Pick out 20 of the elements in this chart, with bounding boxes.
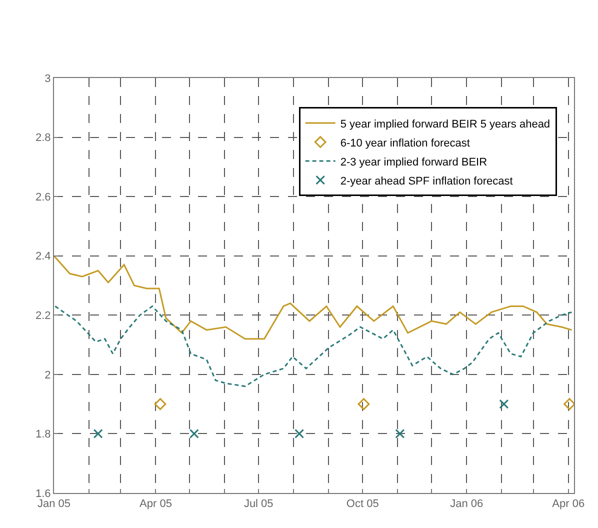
- line-series: [54, 255, 572, 340]
- x-tick-label: Oct 05: [346, 498, 379, 510]
- y-tick-label: 2: [44, 369, 51, 382]
- legend-label: 2-3 year implied forward BEIR: [340, 156, 488, 168]
- y-tick-label: 3: [44, 72, 51, 85]
- x-tick-label: Jan 05: [37, 498, 71, 510]
- x-tick-label: Apr 06: [552, 498, 585, 510]
- y-tick-label: 2.2: [36, 310, 51, 322]
- y-tick-label: 2.4: [36, 250, 51, 263]
- x-tick-label: Apr 05: [140, 498, 172, 510]
- x-tick-label: Jan 06: [450, 498, 484, 510]
- y-tick-label: 1.6: [36, 488, 51, 500]
- x-tick-label: Jul 05: [244, 498, 274, 510]
- legend-label: 6-10 year inflation forecast: [340, 137, 470, 150]
- legend-label: 2-year ahead SPF inflation forecast: [340, 175, 513, 188]
- y-tick-label: 1.8: [36, 428, 51, 441]
- line-series: [54, 306, 572, 388]
- y-tick-label: 2.6: [36, 191, 51, 204]
- legend-label: 5 year implied forward BEIR 5 years ahead: [340, 118, 550, 130]
- y-tick-label: 2.8: [36, 132, 51, 144]
